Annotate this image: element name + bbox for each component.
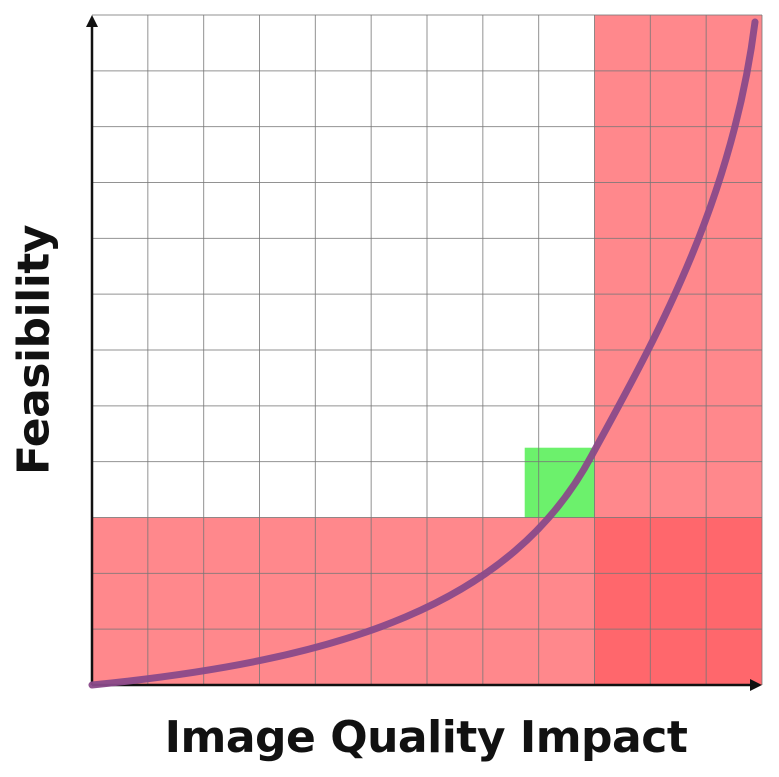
x-axis-arrow-icon <box>750 679 762 691</box>
x-axis-title: Image Quality Impact <box>164 712 688 763</box>
y-axis-arrow-icon <box>86 15 98 27</box>
curve-layer <box>88 18 759 689</box>
tradeoff-curve <box>88 18 759 689</box>
y-axis-title: Feasibility <box>8 224 60 476</box>
grid-lines <box>92 14 763 685</box>
axes <box>86 15 762 691</box>
